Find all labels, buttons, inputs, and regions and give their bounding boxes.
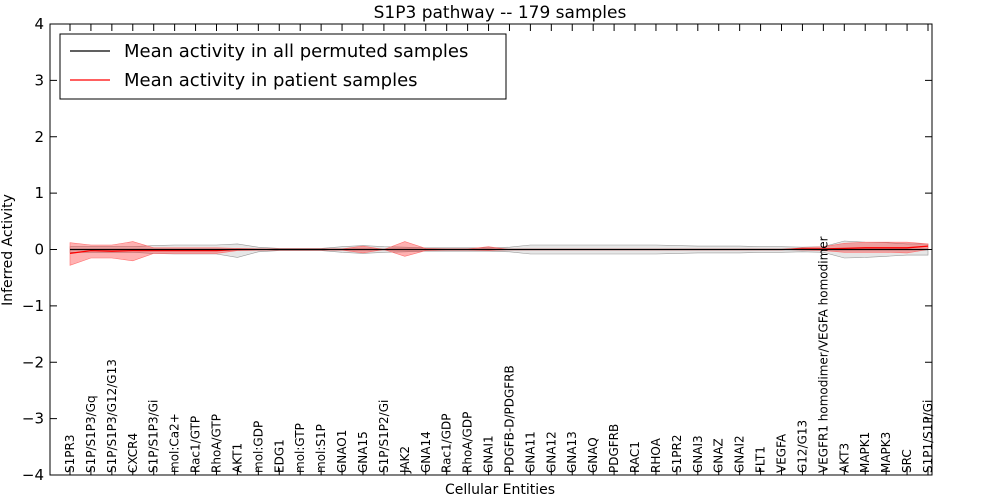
x-tick-label: GNA13 bbox=[565, 431, 579, 473]
y-tick-label: −1 bbox=[22, 297, 44, 315]
confidence-bands bbox=[69, 240, 929, 266]
x-tick-label: mol:S1P bbox=[314, 424, 328, 473]
x-tick-label: Rac1/GDP bbox=[440, 414, 454, 473]
x-tick-label: AKT1 bbox=[230, 443, 244, 473]
x-tick-label: mol:GTP bbox=[293, 423, 307, 473]
x-tick-label: RhoA/GTP bbox=[210, 414, 224, 473]
y-tick-label: 0 bbox=[34, 241, 44, 259]
x-tick-label: GNA14 bbox=[419, 431, 433, 473]
x-tick-label: RAC1 bbox=[628, 441, 642, 473]
x-tick-label: GNAQ bbox=[586, 437, 600, 473]
y-tick-label: 2 bbox=[34, 128, 44, 146]
x-tick-label: SRC bbox=[900, 449, 914, 473]
chart-title: S1P3 pathway -- 179 samples bbox=[374, 3, 627, 23]
x-tick-label: MAPK1 bbox=[858, 432, 872, 473]
legend: Mean activity in all permuted samples Me… bbox=[59, 33, 507, 100]
x-tick-label: S1P/S1P3/G12/G13 bbox=[105, 359, 119, 473]
x-tick-label: PDGFB-D/PDGFRB bbox=[503, 365, 517, 473]
y-tick-label: 1 bbox=[34, 184, 44, 202]
x-tick-label: JAK2 bbox=[398, 446, 412, 474]
x-tick-label: GNAI1 bbox=[482, 435, 496, 473]
x-axis: S1PR3 S1P/S1P3/Gq S1P/S1P3/G12/G13 CXCR4 S1P… bbox=[63, 24, 935, 475]
x-tick-label: GNA11 bbox=[523, 431, 537, 473]
legend-label-permuted: Mean activity in all permuted samples bbox=[124, 41, 468, 62]
x-tick-label: RHOA bbox=[649, 437, 663, 473]
legend-label-patient: Mean activity in patient samples bbox=[124, 70, 418, 91]
x-tick-label: FLT1 bbox=[754, 446, 768, 473]
x-tick-label: S1P/S1P2/Gi bbox=[377, 400, 391, 473]
x-tick-label: GNA12 bbox=[544, 431, 558, 473]
x-tick-label: VEGFR1 homodimer/VEGFA homodimer bbox=[816, 236, 830, 473]
x-tick-label: mol:Ca2+ bbox=[168, 413, 182, 473]
x-tick-label: GNAI3 bbox=[691, 435, 705, 473]
x-tick-label: GNAO1 bbox=[335, 430, 349, 473]
x-tick-label: GNAI2 bbox=[733, 435, 747, 473]
y-axis-title: Inferred Activity bbox=[0, 194, 16, 306]
x-tick-label: S1P1/S1P/Gi bbox=[921, 400, 935, 473]
x-tick-label: GNA15 bbox=[356, 431, 370, 473]
x-tick-label: CXCR4 bbox=[126, 433, 140, 473]
x-tick-label: G12/G13 bbox=[795, 420, 809, 473]
x-tick-label: S1PR3 bbox=[63, 435, 77, 473]
y-tick-label: 4 bbox=[34, 15, 44, 33]
x-tick-label: MAPK3 bbox=[879, 432, 893, 473]
x-tick-label: AKT3 bbox=[837, 443, 851, 473]
x-tick-label: S1P/S1P3/Gi bbox=[147, 400, 161, 473]
x-tick-label: RhoA/GDP bbox=[461, 412, 475, 473]
legend-box bbox=[59, 33, 507, 100]
y-tick-label: −2 bbox=[22, 353, 44, 371]
x-tick-label: Rac1/GTP bbox=[189, 416, 203, 473]
y-tick-label: −4 bbox=[22, 466, 44, 484]
x-tick-label: GNAZ bbox=[712, 438, 726, 473]
y-tick-label: 3 bbox=[34, 71, 44, 89]
x-tick-label: EDG1 bbox=[272, 439, 286, 473]
series-lines bbox=[69, 245, 929, 255]
x-tick-label: S1PR2 bbox=[670, 435, 684, 473]
x-axis-title: Cellular Entities bbox=[445, 482, 555, 498]
x-tick-label: mol:GDP bbox=[251, 421, 265, 473]
x-tick-label: S1P/S1P3/Gq bbox=[84, 395, 98, 473]
y-axis: −4 −3 −2 −1 0 1 2 3 4 bbox=[22, 15, 932, 484]
y-tick-label: −3 bbox=[22, 410, 44, 428]
x-tick-label: PDGFRB bbox=[607, 424, 621, 473]
x-tick-label: VEGFA bbox=[775, 433, 789, 473]
